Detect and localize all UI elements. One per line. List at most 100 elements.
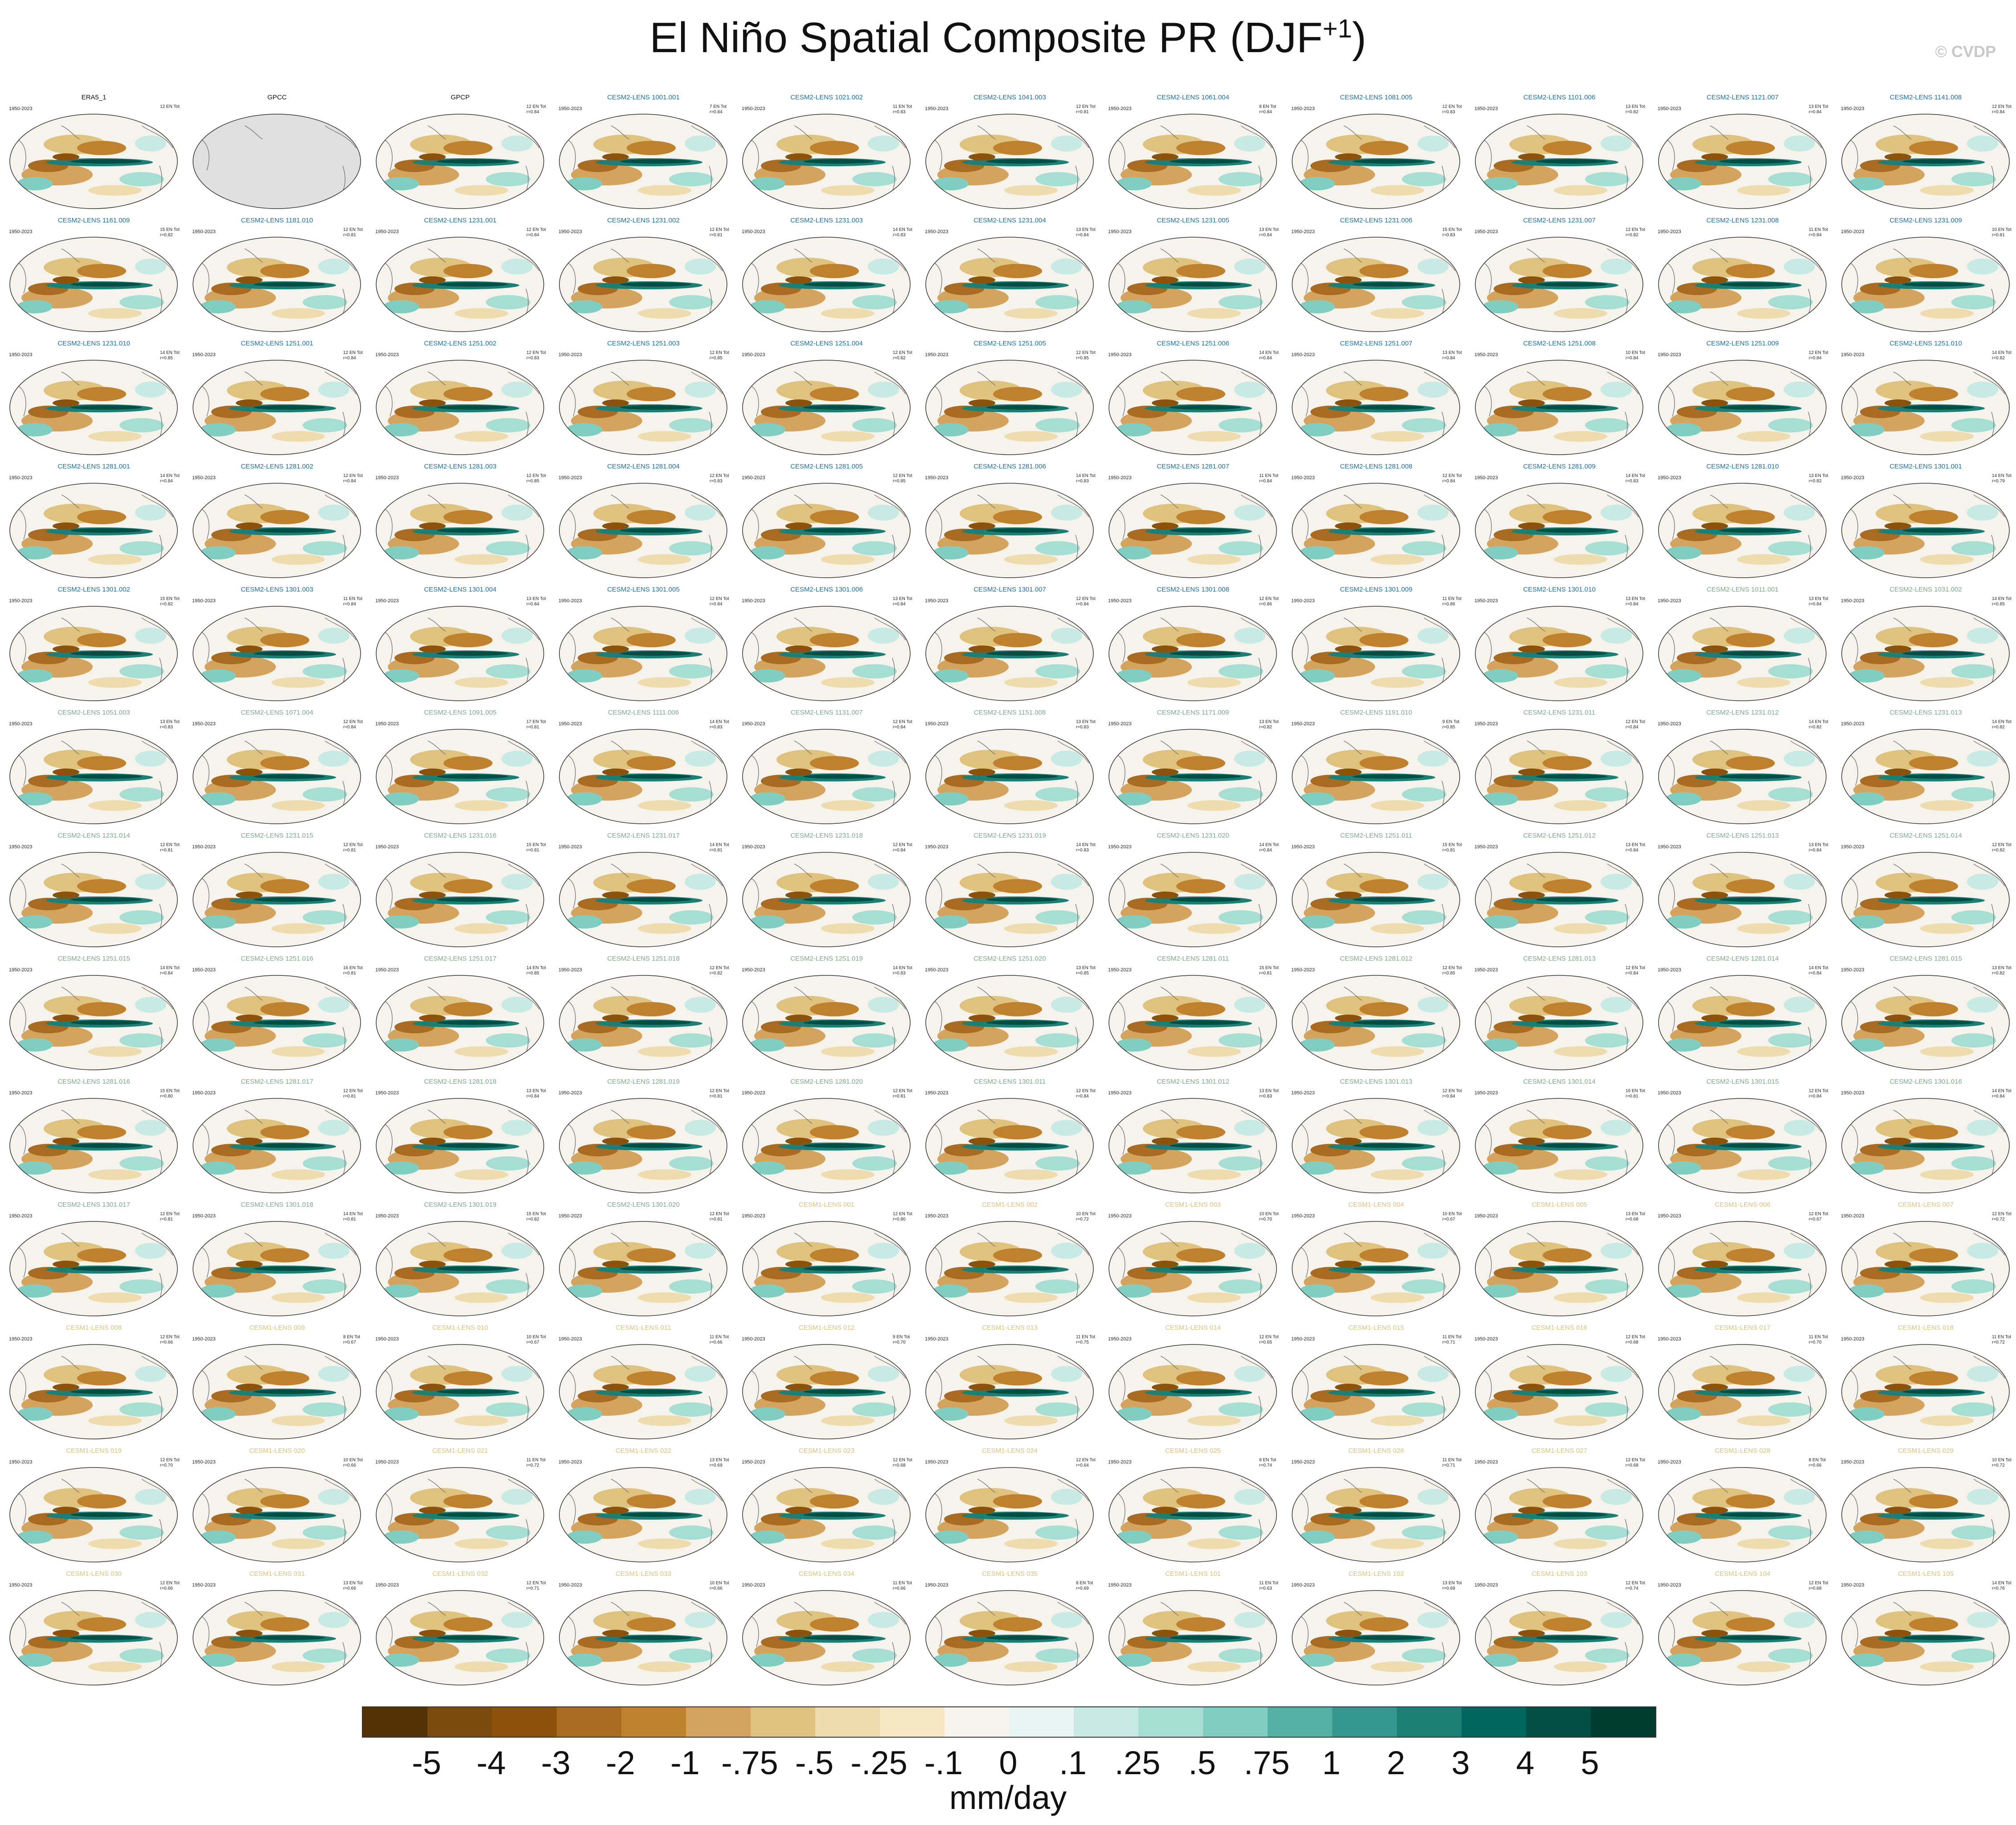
map-panel: CESM2-LENS 1231.019 1950-2023 14 EN Tot r=… — [919, 832, 1101, 954]
map-panel: CESM2-LENS 1251.011 1950-2023 15 EN Tot r=… — [1285, 832, 1467, 954]
panel-title: CESM2-LENS 1281.006 — [973, 463, 1046, 470]
precip-map — [1292, 606, 1460, 701]
map-panel: CESM2-LENS 1031.002 1950-2023 14 EN Tot r=… — [1835, 586, 2016, 707]
precip-map — [1292, 852, 1460, 947]
panel-years: 1950-2023 — [1841, 1213, 1864, 1219]
panel-stats: 12 EN Tot r=0.84 — [343, 350, 363, 361]
panel-stats: 13 EN Tot r=0.82 — [1992, 966, 2012, 976]
panel-stats: 14 EN Tot r=0.83 — [710, 719, 729, 730]
panel-title: CESM2-LENS 1171.009 — [1157, 709, 1229, 716]
map-panel: CESM1-LENS 034 1950-2023 11 EN Tot r=0.66 — [735, 1570, 918, 1692]
panel-title: CESM1-LENS 018 — [1897, 1324, 1954, 1332]
precip-map — [1109, 975, 1277, 1070]
map-panel: CESM1-LENS 018 1950-2023 11 EN Tot r=0.72 — [1835, 1324, 2016, 1446]
map-panel: CESM2-LENS 1301.005 1950-2023 12 EN Tot r=… — [552, 586, 735, 707]
panel-stats: 10 EN Tot r=0.70 — [1259, 1212, 1279, 1222]
precip-map — [1841, 360, 2010, 455]
precip-map — [1475, 114, 1643, 209]
panel-years: 1950-2023 — [192, 721, 216, 727]
panel-stats: 7 EN Tot r=0.84 — [710, 104, 727, 115]
panel-years: 1950-2023 — [742, 1582, 765, 1588]
map-panel: CESM2-LENS 1101.006 1950-2023 13 EN Tot r=… — [1468, 94, 1651, 215]
panel-title: CESM2-LENS 1251.014 — [1889, 832, 1962, 839]
panel-years: 1950-2023 — [925, 1459, 948, 1465]
colorbar-tick-label: .1 — [1059, 1744, 1087, 1781]
precip-map — [742, 1221, 911, 1316]
panel-title: CESM2-LENS 1231.008 — [1706, 217, 1779, 224]
panel-title: CESM1-LENS 003 — [1165, 1201, 1221, 1208]
map-panel: CESM1-LENS 023 1950-2023 12 EN Tot r=0.68 — [735, 1447, 918, 1569]
panel-title: CESM2-LENS 1301.010 — [1523, 586, 1596, 593]
panel-title: CESM2-LENS 1231.011 — [1523, 709, 1596, 716]
panel-title: CESM2-LENS 1251.010 — [1889, 340, 1962, 347]
panel-years: 1950-2023 — [925, 598, 948, 604]
precip-map — [9, 606, 178, 701]
map-panel: CESM2-LENS 1301.008 1950-2023 12 EN Tot r=… — [1102, 586, 1284, 707]
panel-title: CESM2-LENS 1231.006 — [1340, 217, 1412, 224]
panel-title: CESM2-LENS 1231.016 — [424, 832, 497, 839]
precip-map — [1658, 975, 1827, 1070]
precip-map — [1109, 606, 1277, 701]
panel-stats: 12 EN Tot r=0.81 — [343, 1089, 363, 1099]
precip-map — [925, 1098, 1094, 1193]
panel-title: CESM1-LENS 007 — [1897, 1201, 1954, 1208]
precip-map — [1109, 729, 1277, 824]
panel-stats: 16 EN Tot r=0.81 — [1626, 1089, 1645, 1099]
map-panel: CESM2-LENS 1281.016 1950-2023 15 EN Tot r=… — [3, 1078, 185, 1200]
precip-map — [742, 606, 911, 701]
panel-stats: 12 EN Tot r=0.82 — [893, 350, 912, 361]
panel-title: CESM2-LENS 1301.001 — [1889, 463, 1962, 470]
panel-years: 1950-2023 — [558, 475, 582, 481]
panel-title: CESM2-LENS 1301.005 — [607, 586, 680, 593]
precip-map — [559, 1590, 727, 1685]
panel-years: 1950-2023 — [1474, 721, 1498, 727]
panel-title: CESM2-LENS 1231.012 — [1706, 709, 1779, 716]
panel-title: CESM2-LENS 1251.009 — [1706, 340, 1779, 347]
panel-title: CESM2-LENS 1251.013 — [1706, 832, 1779, 839]
panel-stats: 12 EN Tot r=0.81 — [893, 1089, 912, 1099]
map-panel: CESM1-LENS 005 1950-2023 13 EN Tot r=0.68 — [1468, 1201, 1651, 1323]
precip-map — [925, 1221, 1094, 1316]
colorbar-box — [1138, 1707, 1203, 1737]
precip-map — [1475, 237, 1643, 332]
precip-map — [376, 852, 544, 947]
panel-stats: 10 EN Tot r=0.72 — [1992, 1458, 2012, 1468]
panel-title: CESM2-LENS 1301.012 — [1157, 1078, 1229, 1085]
colorbar-box — [557, 1707, 621, 1737]
map-panel: CESM2-LENS 1231.017 1950-2023 14 EN Tot r=… — [552, 832, 735, 954]
panel-years: 1950-2023 — [925, 1336, 948, 1342]
map-panel: CESM1-LENS 026 1950-2023 11 EN Tot r=0.71 — [1285, 1447, 1467, 1569]
panel-years: 1950-2023 — [1108, 1582, 1132, 1588]
panel-stats: 11 EN Tot r=0.72 — [1992, 1335, 2011, 1345]
map-panel: CESM2-LENS 1301.016 1950-2023 14 EN Tot r=… — [1835, 1078, 2016, 1200]
map-panel: CESM1-LENS 101 1950-2023 11 EN Tot r=0.63 — [1102, 1570, 1284, 1692]
precip-map — [376, 975, 544, 1070]
panel-title: ERA5_1 — [81, 94, 107, 101]
precip-map — [1658, 360, 1827, 455]
colorbar-tick-label: .25 — [1114, 1744, 1161, 1781]
panel-years: 1950-2023 — [1658, 1582, 1681, 1588]
map-panel: CESM1-LENS 008 1950-2023 12 EN Tot r=0.66 — [3, 1324, 185, 1446]
map-panel: CESM1-LENS 032 1950-2023 12 EN Tot r=0.71 — [369, 1570, 551, 1692]
precip-map — [376, 237, 544, 332]
panel-years: 1950-2023 — [375, 1090, 399, 1096]
precip-map — [1109, 1344, 1277, 1439]
map-panel: CESM1-LENS 007 1950-2023 12 EN Tot r=0.72 — [1835, 1201, 2016, 1323]
panel-title: CESM2-LENS 1231.013 — [1889, 709, 1962, 716]
panel-stats: 13 EN Tot r=0.85 — [1076, 966, 1096, 976]
precip-map — [1109, 1467, 1277, 1562]
panel-stats: 14 EN Tot r=0.83 — [893, 966, 912, 976]
panel-stats: 12 EN Tot r=0.83 — [710, 473, 729, 484]
panel-title: CESM2-LENS 1301.006 — [790, 586, 863, 593]
panel-title: CESM2-LENS 1281.002 — [241, 463, 313, 470]
colorbar-units: mm/day — [949, 1779, 1067, 1816]
panel-stats: 14 EN Tot r=0.82 — [1809, 719, 1828, 730]
panel-title: CESM2-LENS 1001.001 — [607, 94, 680, 101]
panel-stats: 11 EN Tot r=0.66 — [710, 1335, 729, 1345]
panel-stats: 12 EN Tot r=0.81 — [710, 227, 729, 238]
map-panel: CESM1-LENS 020 1950-2023 10 EN Tot r=0.66 — [186, 1447, 368, 1569]
precip-map — [1475, 1467, 1643, 1562]
panel-title: CESM1-LENS 019 — [66, 1447, 122, 1455]
precip-map — [193, 1344, 361, 1439]
panel-years: 1950-2023 — [1841, 967, 1864, 973]
